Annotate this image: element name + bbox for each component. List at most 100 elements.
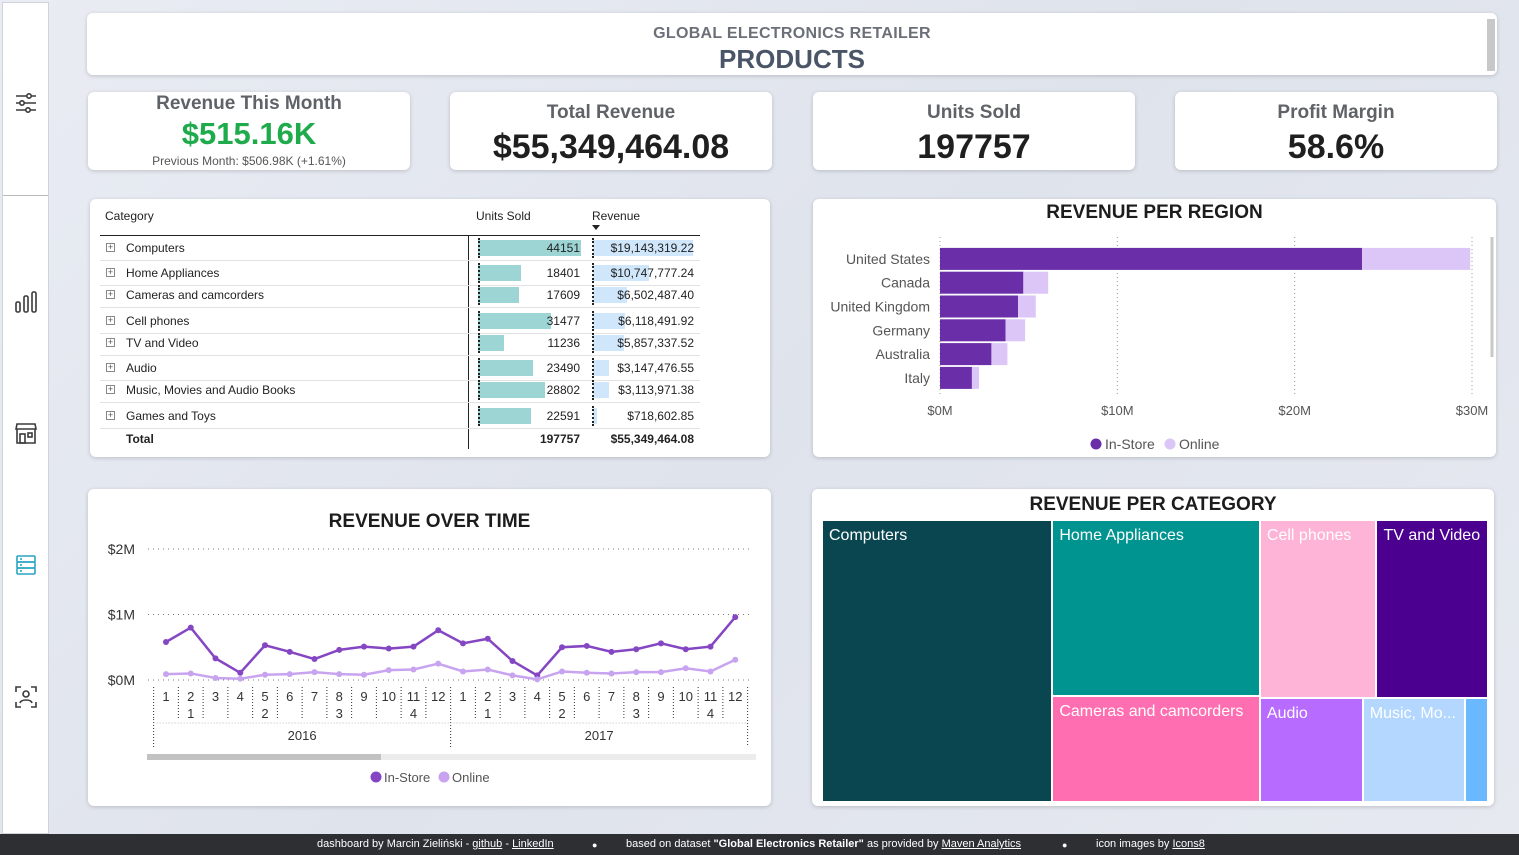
dataset-name: "Global Electronics Retailer" <box>713 838 864 850</box>
legend-label: In-Store <box>1105 436 1155 452</box>
data-point <box>658 640 664 647</box>
bar-in-store <box>940 319 1006 342</box>
units-bar <box>478 313 551 329</box>
month-label: 1 <box>162 689 169 704</box>
treemap-tile[interactable]: Audio <box>1259 698 1363 802</box>
quarter-label: 4 <box>707 706 714 721</box>
expand-icon[interactable]: + <box>106 267 115 277</box>
expand-icon[interactable]: + <box>106 362 115 372</box>
bar-baseline <box>478 311 480 331</box>
bar-baseline <box>478 238 480 258</box>
chart-icon[interactable] <box>14 290 38 314</box>
month-label: 8 <box>633 689 640 704</box>
table-row[interactable]: + Computers 44151 $19,143,319.22 <box>100 237 700 259</box>
footer-separator: - <box>502 838 513 850</box>
month-label: 6 <box>286 689 293 704</box>
month-label: 11 <box>704 689 718 704</box>
sidebar-divider <box>3 195 48 196</box>
revenue-bar <box>593 265 649 281</box>
data-point <box>509 672 516 679</box>
expand-icon[interactable]: + <box>106 242 115 252</box>
maven-link[interactable]: Maven Analytics <box>941 838 1022 850</box>
legend-marker <box>370 771 382 783</box>
person-scan-icon[interactable] <box>14 685 38 709</box>
table-row[interactable]: + Music, Movies and Audio Books 28802 $3,11… <box>100 379 700 401</box>
month-label: 5 <box>558 689 565 704</box>
kpi-value: $55,349,464.08 <box>492 128 730 166</box>
treemap-tile[interactable] <box>1464 698 1488 802</box>
data-point <box>286 648 293 655</box>
table-row[interactable]: + Cell phones 31477 $6,118,491.92 <box>100 310 700 332</box>
expand-icon[interactable]: + <box>106 410 115 420</box>
treemap-tile[interactable]: Music, Mo... <box>1362 698 1465 802</box>
scrollbar-track <box>147 754 756 760</box>
store-icon[interactable] <box>14 421 38 445</box>
data-point <box>262 671 268 678</box>
kpi-note: Previous Month: $506.98K (+1.61%) <box>152 154 346 168</box>
y-tick-label: $2M <box>108 541 135 557</box>
category-label: United Kingdom <box>830 299 930 315</box>
row-divider <box>100 355 700 356</box>
data-icon[interactable] <box>14 553 38 577</box>
data-point <box>608 648 615 655</box>
table-row[interactable]: + Games and Toys 22591 $718,602.85 <box>100 405 700 427</box>
data-point <box>658 669 664 676</box>
data-point <box>534 676 541 683</box>
units-value: 23490 <box>546 361 580 375</box>
header-scrollbar[interactable] <box>1487 19 1495 71</box>
expand-icon[interactable]: + <box>106 315 115 325</box>
treemap-tile[interactable]: Home Appliances <box>1052 520 1260 696</box>
revenue-value: $3,113,971.38 <box>618 383 694 397</box>
revenue-value: $6,118,491.92 <box>618 314 694 328</box>
table-row[interactable]: + TV and Video 11236 $5,857,337.52 <box>100 332 700 354</box>
filters-icon[interactable] <box>14 91 38 115</box>
expand-icon[interactable]: + <box>106 384 115 394</box>
column-header-units[interactable]: Units Sold <box>476 209 531 223</box>
table-total-row: Total 197757 $55,349,464.08 <box>100 428 700 450</box>
month-label: 10 <box>382 689 396 704</box>
linkedin-link[interactable]: LinkedIn <box>512 838 554 850</box>
footer: dashboard by Marcin Zieliński - github -… <box>0 834 1519 855</box>
data-point <box>435 660 442 667</box>
x-tick-label: $10M <box>1101 403 1134 418</box>
table-row[interactable]: + Audio 23490 $3,147,476.55 <box>100 357 700 379</box>
bar-in-store <box>940 343 992 366</box>
units-bar <box>478 265 521 281</box>
bar-in-store <box>940 366 972 389</box>
treemap-tile[interactable]: Cell phones <box>1259 520 1377 699</box>
treemap-tile[interactable]: TV and Video <box>1376 520 1488 699</box>
data-point <box>484 666 491 673</box>
row-divider <box>100 285 700 286</box>
revenue-per-region-card: REVENUE PER REGION $0M $10M $20M $30M United… <box>813 199 1496 457</box>
treemap-tile[interactable]: Cameras and camcorders <box>1052 695 1260 802</box>
series-line <box>165 616 737 678</box>
data-point <box>633 669 640 676</box>
expand-icon[interactable]: + <box>106 289 115 299</box>
kpi-title: Total Revenue <box>546 102 676 123</box>
revenue-value: $10,747,777.24 <box>610 266 694 280</box>
bar-baseline <box>478 358 480 378</box>
quarter-label: 3 <box>336 706 343 721</box>
chart-title: REVENUE OVER TIME <box>328 511 531 532</box>
units-value: 22591 <box>546 409 580 423</box>
data-point <box>311 656 318 663</box>
kpi-units-sold: Units Sold 197757 <box>813 92 1135 170</box>
data-point <box>163 639 169 646</box>
units-bar <box>478 287 519 303</box>
table-row[interactable]: + Home Appliances 18401 $10,747,777.24 <box>100 262 700 284</box>
column-header-revenue[interactable]: Revenue <box>592 209 641 223</box>
category-name: Games and Toys <box>126 409 216 423</box>
icons8-link[interactable]: Icons8 <box>1172 838 1205 850</box>
table-row[interactable]: + Cameras and camcorders 17609 $6,502,487.4… <box>100 284 700 306</box>
column-header-category[interactable]: Category <box>105 209 154 223</box>
total-units: 197757 <box>539 432 580 446</box>
x-tick-label: $20M <box>1278 403 1311 418</box>
data-point <box>633 646 640 653</box>
kpi-value: 197757 <box>917 128 1031 166</box>
bar-in-store <box>940 271 1024 294</box>
expand-icon[interactable]: + <box>106 337 115 347</box>
treemap-tile[interactable]: Computers <box>822 520 1053 802</box>
github-link[interactable]: github <box>472 838 503 850</box>
units-value: 31477 <box>546 314 580 328</box>
units-value: 17609 <box>546 288 580 302</box>
